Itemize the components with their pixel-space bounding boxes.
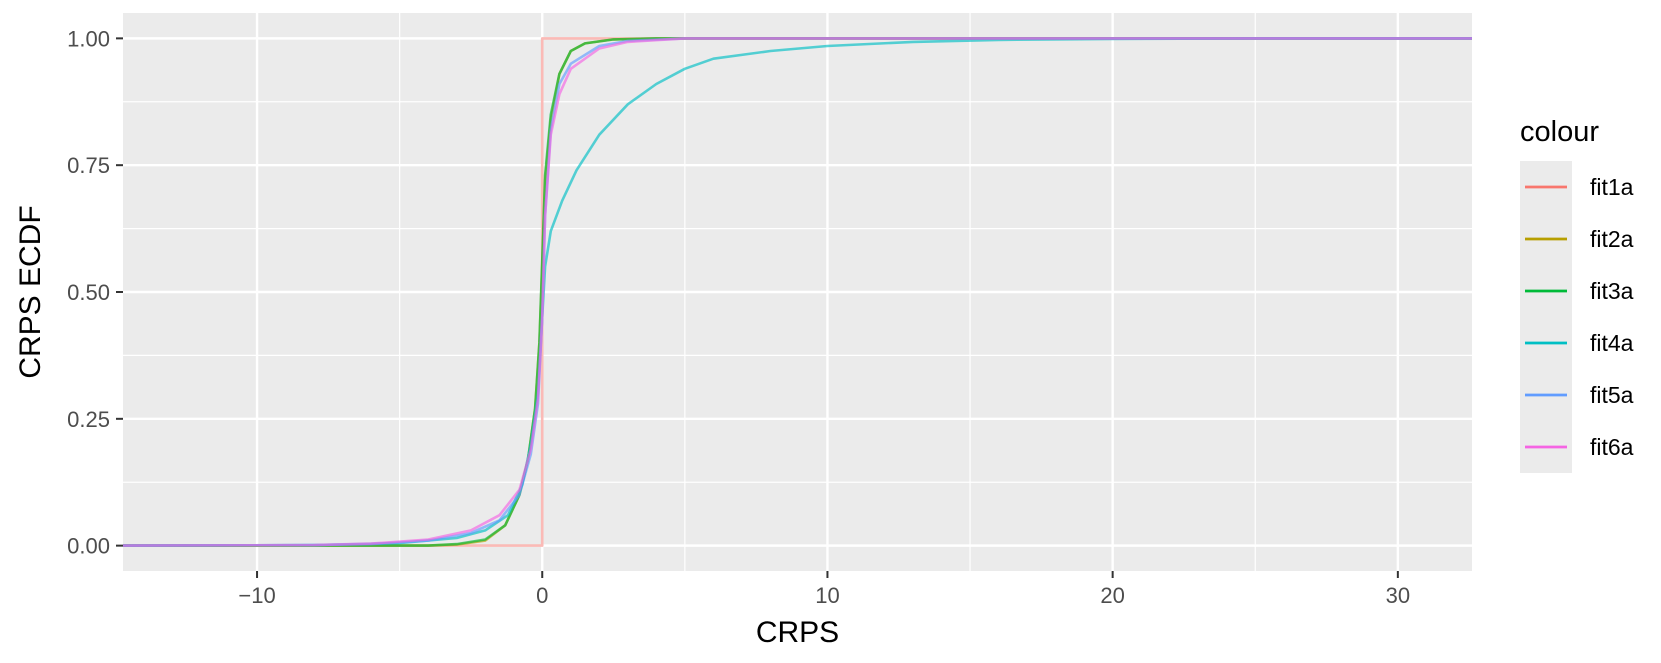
series-line-fit4a [122,37,1472,547]
legend-label-fit6a: fit6a [1590,434,1634,460]
y-axis: 0.00 0.25 0.50 0.75 1.00 [67,26,123,559]
legend-title: colour [1520,116,1599,148]
series-line-fit3a [123,37,1472,547]
y-tick-label: 0.75 [67,153,110,178]
series-line-fit6a [122,37,1472,547]
legend-key-background [1520,161,1572,473]
legend-label-fit1a: fit1a [1590,174,1634,200]
legend-label-fit2a: fit2a [1590,226,1634,252]
x-tick-label: 10 [815,583,839,608]
series-lines [122,37,1472,547]
x-axis-title: CRPS [756,616,839,649]
x-axis: −10 0 10 20 30 [238,571,1410,608]
y-tick-label: 0.25 [67,407,110,432]
legend-label-fit5a: fit5a [1590,382,1634,408]
y-tick-label: 0.50 [67,280,110,305]
x-tick-label: 0 [536,583,548,608]
legend-label-fit3a: fit3a [1590,278,1634,304]
x-tick-label: −10 [238,583,275,608]
x-tick-label: 20 [1100,583,1124,608]
x-tick-label: 30 [1386,583,1410,608]
y-tick-label: 1.00 [67,26,110,51]
legend-label-fit4a: fit4a [1590,330,1634,356]
y-axis-title: CRPS ECDF [14,205,47,378]
y-tick-label: 0.00 [67,534,110,559]
legend: colour fit1a fit2a fit3a fit4a fit5a fit6a [1520,116,1634,473]
